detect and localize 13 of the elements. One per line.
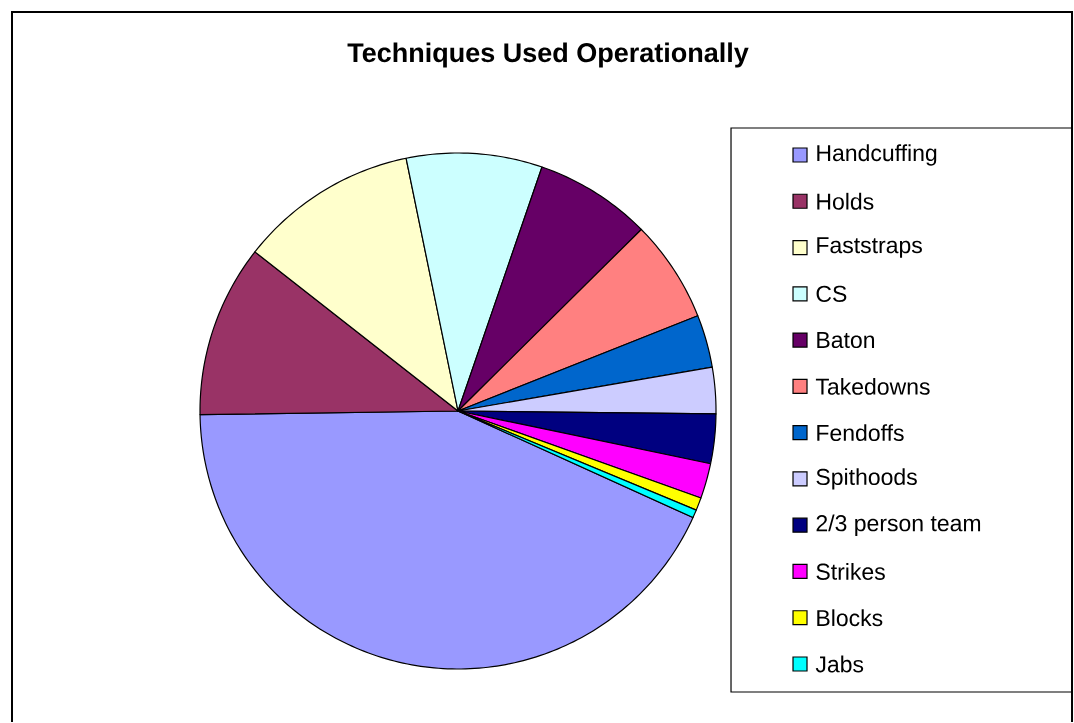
legend-label: Holds — [817, 192, 874, 210]
legend-label: Handcuffing — [817, 144, 937, 166]
legend-label: Faststraps — [817, 237, 922, 258]
legend-label: 2/3 person team — [816, 514, 981, 536]
legend-label: Takedowns — [815, 377, 930, 395]
legend-label: CS — [816, 285, 847, 302]
chart-title: Techniques Used Operationally — [347, 42, 749, 68]
legend-label: Strikes — [816, 563, 885, 580]
legend-label: Blocks — [817, 609, 883, 627]
legend-label: Spithoods — [816, 468, 917, 490]
legend-label: Jabs — [815, 655, 864, 673]
legend-label: Baton — [817, 332, 875, 349]
legend-label: Fendoffs — [817, 424, 904, 442]
